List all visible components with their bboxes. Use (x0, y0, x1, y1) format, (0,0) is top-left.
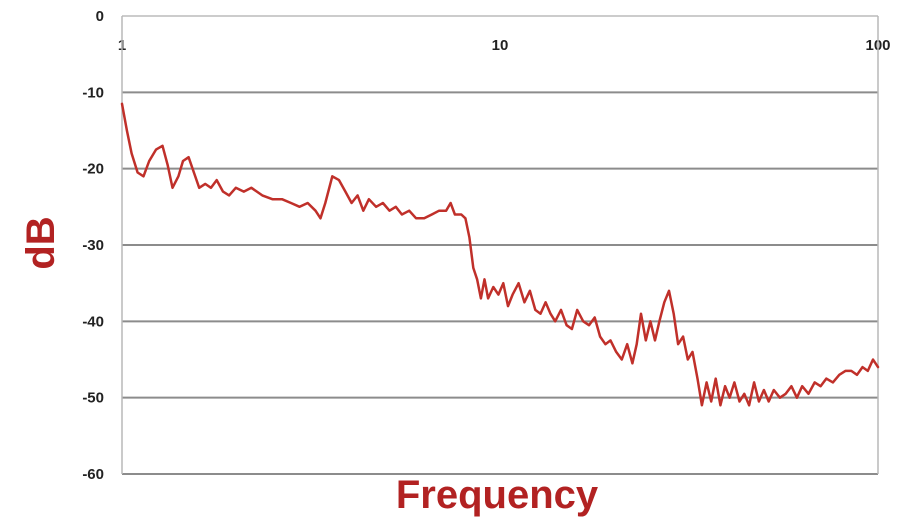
y-tick-label: -30 (82, 237, 104, 254)
y-tick-label: 0 (96, 8, 104, 25)
y-tick-label: -20 (82, 161, 104, 178)
y-tick-labels: 0 -10 -20 -30 -40 -50 -60 (82, 8, 104, 483)
x-tick-labels: 110100 (118, 37, 891, 54)
x-axis-label: Frequency (396, 473, 599, 517)
y-tick-label: -40 (82, 313, 104, 330)
series-line (120, 102, 880, 407)
x-tick-label: 10 (492, 37, 509, 54)
y-tick-label: -10 (82, 84, 104, 101)
y-tick-label: -50 (82, 390, 104, 407)
y-tick-label: -60 (82, 466, 104, 483)
y-axis-label: dB (19, 216, 63, 269)
gridlines (122, 15, 878, 475)
